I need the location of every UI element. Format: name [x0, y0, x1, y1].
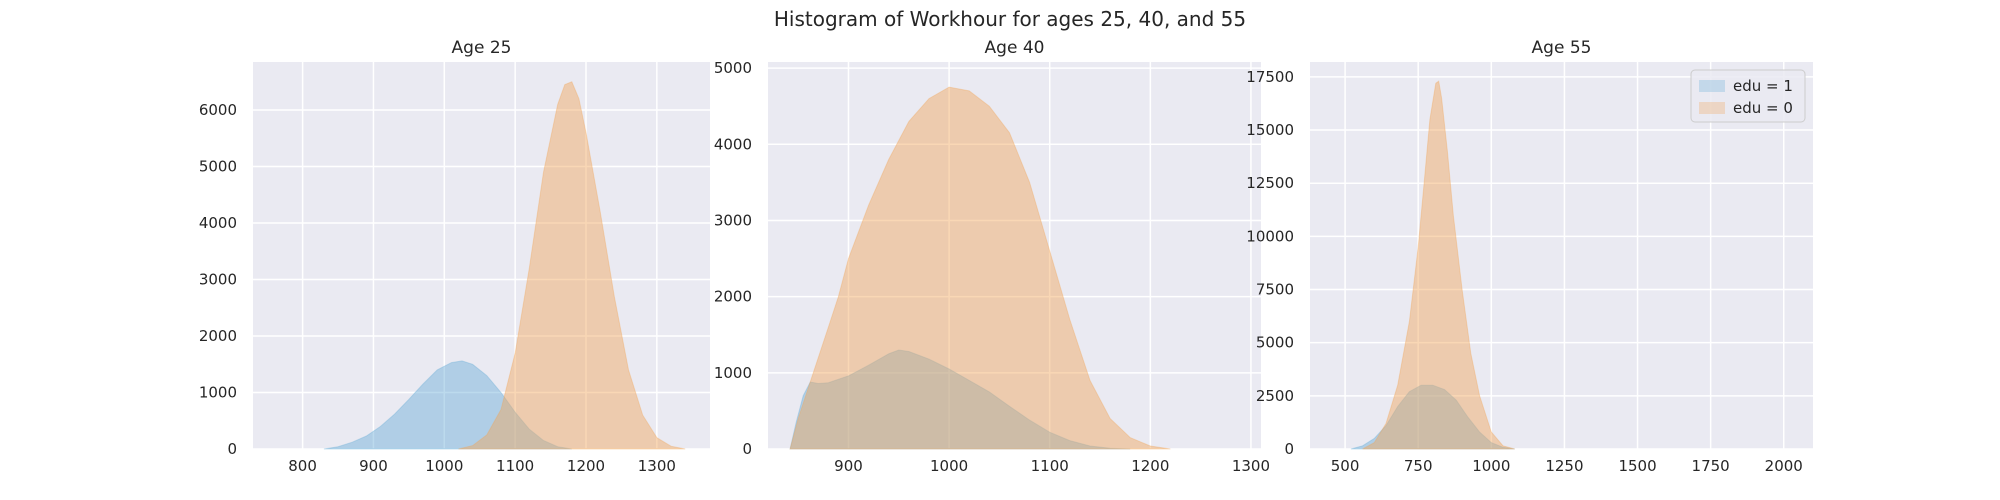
panel-2-title: Age 40 — [985, 38, 1045, 58]
panel-3-x-tick-label: 1000 — [1472, 457, 1510, 475]
panel-1-x-tick-label: 1300 — [638, 457, 676, 475]
panel-1-x-tick-label: 1000 — [425, 457, 463, 475]
panel-2-x-tick-label: 900 — [834, 457, 863, 475]
panel-1-x-tick-label: 1100 — [496, 457, 534, 475]
panel-3-y-tick-label: 17500 — [1246, 68, 1294, 86]
panel-3-y-tick-label: 12500 — [1246, 174, 1294, 192]
panel-1-histogram-edu-1 — [323, 360, 572, 450]
legend-swatch — [1699, 102, 1725, 114]
panel-1-y-tick-label: 1000 — [199, 384, 237, 402]
panel-2-x-tick-label: 1100 — [1031, 457, 1069, 475]
panel-3-x-tick-label: 2000 — [1765, 457, 1803, 475]
panel-2-y-tick-label: 2000 — [714, 288, 752, 306]
panel-3-x-tick-label: 750 — [1404, 457, 1433, 475]
panel-3-y-tick-label: 0 — [1284, 440, 1294, 458]
panel-2-y-tick-label: 3000 — [714, 211, 752, 229]
panel-1-y-tick-label: 6000 — [199, 101, 237, 119]
panel-2-y-tick-label: 5000 — [714, 59, 752, 77]
panel-3-x-tick-label: 1500 — [1618, 457, 1656, 475]
panel-1-plot-area — [253, 62, 710, 449]
panel-2-y-tick-label: 1000 — [714, 364, 752, 382]
panel-2-x-tick-label: 1300 — [1232, 457, 1270, 475]
panel-1-y-tick-label: 0 — [227, 440, 237, 458]
legend-swatch — [1699, 80, 1725, 92]
panel-3-x-tick-label: 500 — [1331, 457, 1360, 475]
panel-1-title: Age 25 — [452, 38, 512, 58]
panel-1-histogram-edu-0 — [458, 81, 686, 450]
panel-3-y-tick-label: 2500 — [1256, 387, 1294, 405]
panel-2-x-tick-label: 1000 — [930, 457, 968, 475]
panel-2-histogram-edu-1 — [789, 349, 1131, 450]
panel-1-y-tick-label: 4000 — [199, 214, 237, 232]
panel-1-x-tick-label: 1200 — [567, 457, 605, 475]
legend — [1690, 69, 1806, 123]
panel-2-plot-area — [768, 62, 1261, 449]
panel-3-title: Age 55 — [1532, 38, 1592, 58]
panel-3-plot-area — [1310, 62, 1813, 449]
panel-3-y-tick-label: 5000 — [1256, 334, 1294, 352]
figure-title: Histogram of Workhour for ages 25, 40, a… — [774, 7, 1246, 31]
panel-3-x-tick-label: 1750 — [1692, 457, 1730, 475]
legend-label: edu = 1 — [1733, 77, 1793, 95]
panel-3-y-tick-label: 15000 — [1246, 121, 1294, 139]
legend-label: edu = 0 — [1733, 99, 1793, 117]
panel-2-y-tick-label: 4000 — [714, 135, 752, 153]
panel-3-y-tick-label: 7500 — [1256, 281, 1294, 299]
panel-1-x-tick-label: 800 — [288, 457, 317, 475]
panel-1-y-tick-label: 3000 — [199, 271, 237, 289]
panel-2-x-tick-label: 1200 — [1131, 457, 1169, 475]
panel-1-x-tick-label: 900 — [359, 457, 388, 475]
panel-1-y-tick-label: 2000 — [199, 327, 237, 345]
panel-3-x-tick-label: 1250 — [1545, 457, 1583, 475]
panel-2-y-tick-label: 0 — [742, 440, 752, 458]
panel-3-histogram-edu-0 — [1362, 80, 1515, 450]
panel-3-histogram-edu-1 — [1350, 384, 1515, 450]
panel-2-histogram-edu-0 — [789, 86, 1171, 450]
panel-1-y-tick-label: 5000 — [199, 158, 237, 176]
panel-3-y-tick-label: 10000 — [1246, 227, 1294, 245]
